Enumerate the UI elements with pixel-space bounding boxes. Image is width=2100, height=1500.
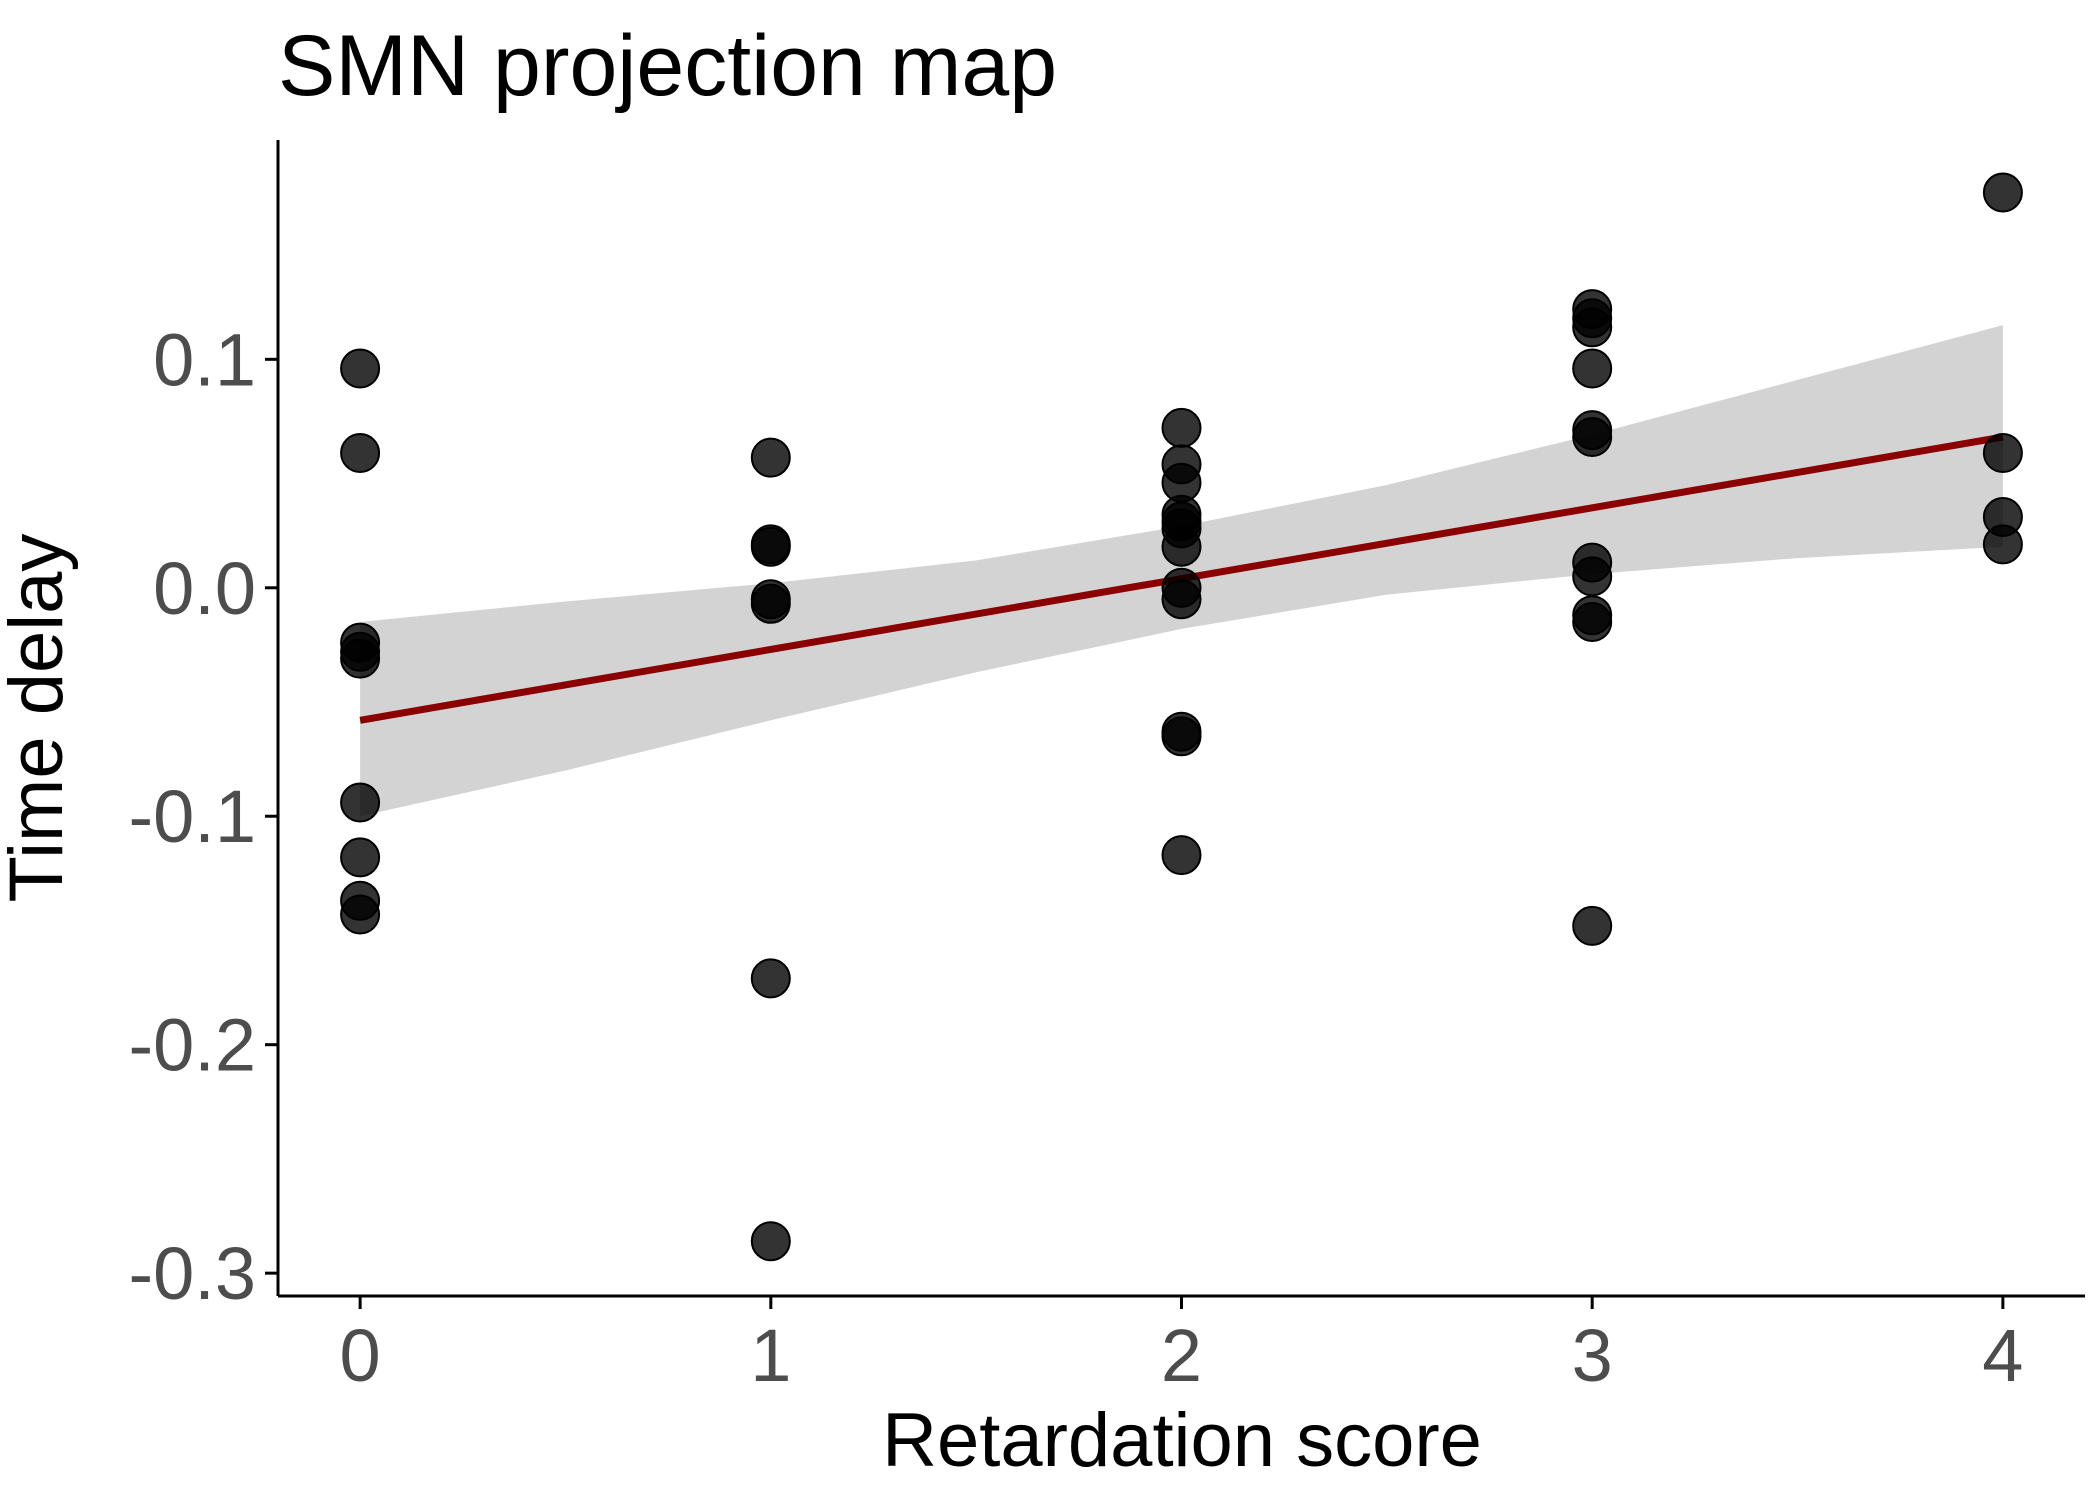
- data-point: [1572, 307, 1613, 348]
- data-point: [1161, 579, 1202, 620]
- x-tick-label: 2: [1161, 1314, 1202, 1397]
- chart-title: SMN projection map: [278, 18, 1057, 114]
- x-axis-ticks: 0 1 2 3 4: [340, 1296, 2023, 1397]
- x-tick-label: 1: [750, 1314, 791, 1397]
- data-point: [1161, 526, 1202, 567]
- data-point: [750, 1221, 791, 1262]
- y-tick-label: -0.3: [128, 1232, 256, 1315]
- data-point: [750, 583, 791, 624]
- data-point: [1982, 172, 2023, 213]
- data-point: [340, 638, 381, 679]
- data-point: [1572, 348, 1613, 389]
- data-point: [1161, 716, 1202, 757]
- data-point: [340, 894, 381, 935]
- data-point: [750, 526, 791, 567]
- data-point: [1161, 407, 1202, 448]
- y-axis-title: Time delay: [0, 534, 79, 903]
- data-point: [1572, 417, 1613, 457]
- data-point: [1572, 556, 1613, 597]
- data-point: [750, 958, 791, 999]
- data-point: [340, 433, 381, 473]
- data-point: [340, 782, 381, 823]
- x-tick-label: 0: [340, 1314, 381, 1397]
- data-point: [1572, 602, 1613, 642]
- data-point: [340, 837, 381, 878]
- y-tick-label: 0.0: [153, 547, 256, 630]
- points-layer: [340, 172, 2023, 1262]
- y-tick-label: -0.2: [128, 1004, 256, 1087]
- data-point: [340, 348, 381, 389]
- y-tick-label: 0.1: [153, 318, 256, 401]
- data-point: [750, 437, 791, 478]
- x-tick-label: 3: [1572, 1314, 1613, 1397]
- x-tick-label: 4: [1982, 1314, 2023, 1397]
- data-point: [1982, 524, 2023, 565]
- data-point: [1982, 433, 2023, 473]
- x-axis-title: Retardation score: [882, 1398, 1482, 1483]
- data-point: [1161, 835, 1202, 876]
- y-tick-label: -0.1: [128, 775, 256, 858]
- data-point: [1572, 905, 1613, 946]
- y-axis-ticks: -0.3 -0.2 -0.1 0.0 0.1: [128, 318, 278, 1315]
